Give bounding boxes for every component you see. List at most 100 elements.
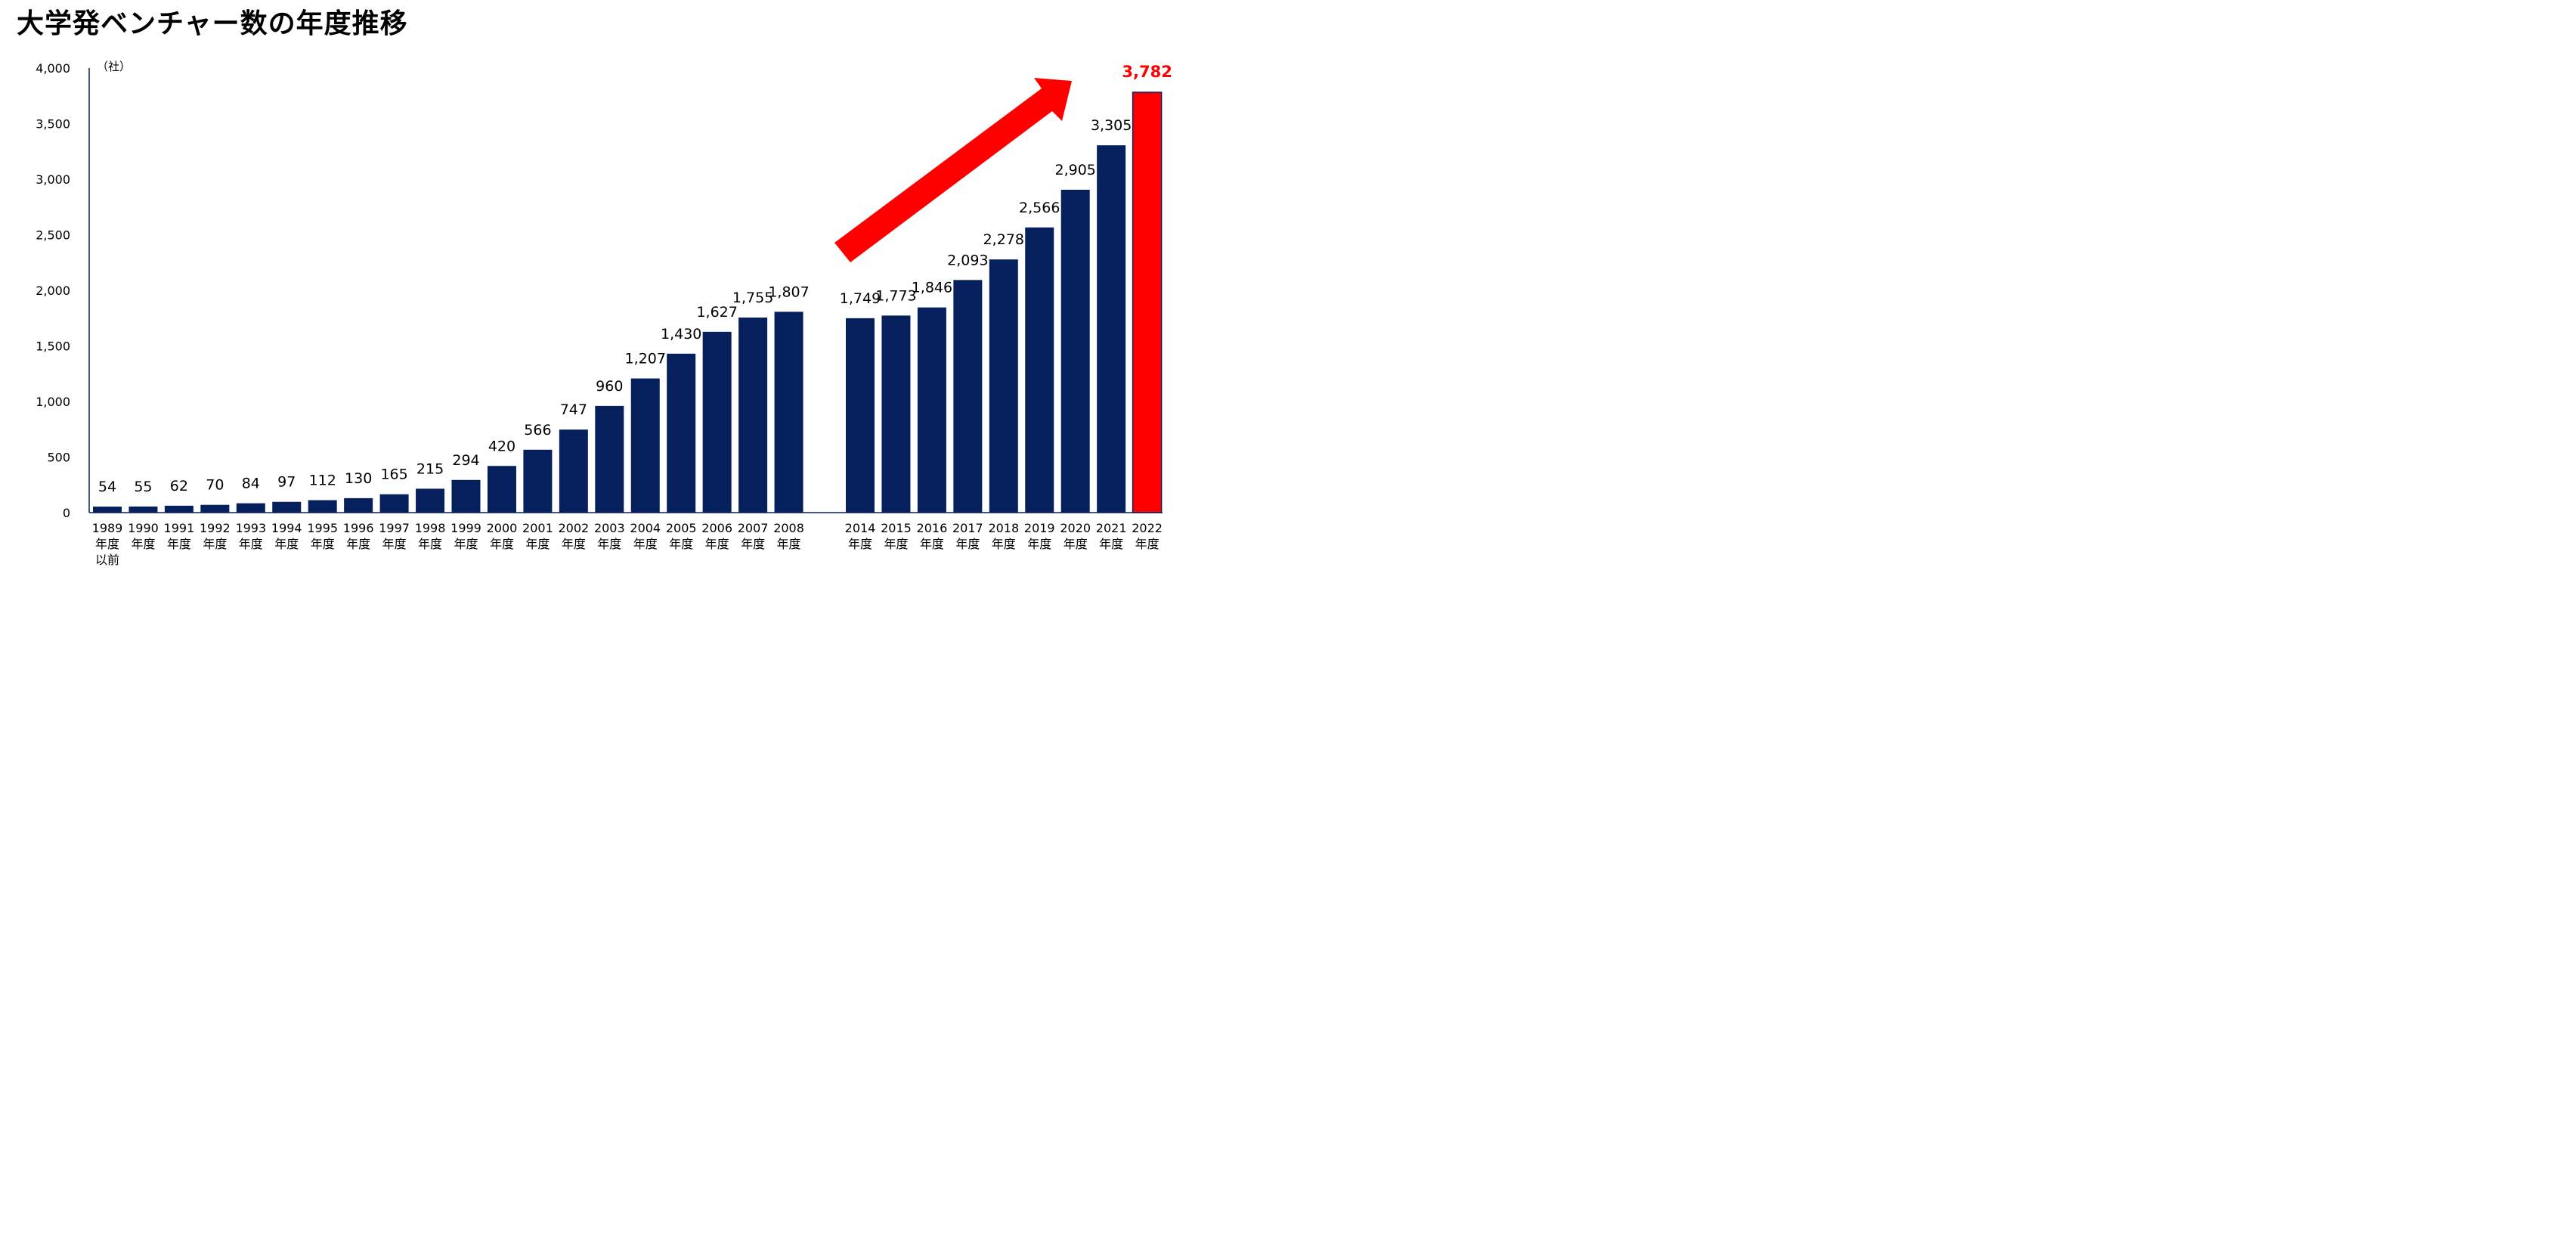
y-tick-label: 1,500 (36, 339, 70, 354)
bar (989, 259, 1018, 513)
value-label: 960 (596, 378, 623, 395)
x-tick-label: 2022 (1132, 521, 1163, 535)
bar (451, 479, 481, 513)
y-tick-label: 4,000 (36, 61, 70, 76)
x-tick-label: 1999 (450, 521, 481, 535)
trend-arrow (834, 78, 1072, 262)
value-label: 2,566 (1019, 200, 1060, 216)
x-tick-label: 年度 (955, 537, 980, 551)
value-label: 2,093 (947, 252, 988, 268)
x-tick-label: 年度 (633, 537, 658, 551)
x-tick-label: 2014 (845, 521, 876, 535)
value-label: 215 (416, 460, 444, 477)
bar (128, 506, 158, 513)
bar (379, 494, 409, 513)
x-tick-label: 2018 (988, 521, 1019, 535)
value-label: 566 (524, 422, 551, 439)
x-tick-label: 年度 (418, 537, 442, 551)
x-tick-label: 年度 (490, 537, 514, 551)
bar (1060, 189, 1090, 513)
x-tick-label: 1997 (379, 521, 410, 535)
x-tick-label: 2008 (773, 521, 804, 535)
x-tick-label: 年度 (382, 537, 407, 551)
bar (881, 315, 911, 513)
x-tick-label: 1989 (92, 521, 123, 535)
bar-chart: 05001,0001,5002,0002,5003,0003,5004,000 … (36, 60, 1172, 567)
value-label: 3,305 (1091, 117, 1132, 134)
value-label: 1,430 (661, 326, 701, 342)
value-labels: 54 55 62 70 84 97 112 130 165 2152944205667479601… (98, 63, 1172, 495)
bar (416, 488, 445, 513)
x-tick-label: 年度 (95, 537, 119, 551)
value-label: 420 (488, 438, 516, 454)
x-tick-label: 2007 (738, 521, 769, 535)
bar (630, 378, 660, 513)
y-tick-label: 2,500 (36, 228, 70, 243)
x-tick-label: 2000 (487, 521, 518, 535)
x-tick-label: 年度 (1099, 537, 1123, 551)
bar (487, 466, 516, 513)
bar (1097, 145, 1126, 513)
value-label: 62 (170, 478, 188, 494)
x-tick-label: 年度 (346, 537, 370, 551)
bar (236, 503, 265, 513)
x-tick-label: 1995 (307, 521, 338, 535)
value-label: 97 (277, 474, 296, 491)
x-tick-label: 年度 (239, 537, 263, 551)
bar (702, 331, 732, 513)
y-tick-label: 2,000 (36, 284, 70, 298)
bar (344, 497, 373, 513)
x-tick-label: 2019 (1024, 521, 1055, 535)
x-tick-label: 2003 (594, 521, 625, 535)
value-label: 130 (345, 470, 372, 487)
x-tick-label: 1998 (415, 521, 446, 535)
y-tick-label: 0 (63, 506, 70, 520)
x-tick-label: 年度 (669, 537, 693, 551)
x-tick-label: 1992 (200, 521, 231, 535)
y-unit-label: （社） (97, 60, 131, 73)
x-tick-label: 年度 (274, 537, 299, 551)
value-label: 2,905 (1054, 162, 1095, 178)
x-tick-label: 年度 (1027, 537, 1051, 551)
value-label: 1,749 (840, 290, 881, 307)
x-tick-label: 2017 (952, 521, 983, 535)
bar (774, 312, 803, 513)
value-label: 1,207 (625, 351, 666, 367)
bar (1132, 91, 1163, 513)
bar (667, 353, 696, 513)
value-label: 84 (242, 476, 260, 492)
value-label: 1,773 (875, 287, 916, 304)
bar (1025, 227, 1054, 513)
x-tick-label: 年度 (203, 537, 227, 551)
x-tick-label: 2006 (701, 521, 732, 535)
x-tick-label: 年度 (741, 537, 765, 551)
x-tick-label: 2001 (522, 521, 553, 535)
value-label: 3,782 (1122, 63, 1172, 81)
bar (272, 501, 302, 513)
value-label: 1,807 (768, 284, 809, 300)
x-tick-label: 年度 (705, 537, 729, 551)
x-tick-label: 年度 (992, 537, 1016, 551)
x-tick-label: 1991 (164, 521, 195, 535)
x-tick-label: 年度 (311, 537, 335, 551)
x-tick-label: 2005 (666, 521, 697, 535)
x-tick-label: 以前 (95, 553, 119, 567)
x-tick-label: 年度 (525, 537, 550, 551)
x-tick-label: 2016 (917, 521, 948, 535)
x-tick-label: 2020 (1060, 521, 1091, 535)
value-label: 70 (206, 477, 224, 494)
value-label: 1,755 (732, 290, 773, 306)
x-tick-label: 年度 (454, 537, 478, 551)
y-tick-label: 3,500 (36, 117, 70, 132)
bar (200, 504, 230, 513)
x-tick-label: 2021 (1096, 521, 1127, 535)
value-label: 112 (309, 473, 336, 489)
value-label: 1,846 (912, 280, 952, 296)
x-tick-label: 年度 (167, 537, 191, 551)
x-tick-label: 2002 (558, 521, 589, 535)
y-axis: 0 500 1,000 1,500 2,000 2,500 3,000 3,500 4,000 (36, 61, 1163, 520)
bar (559, 429, 588, 513)
value-label: 2,278 (983, 231, 1024, 248)
x-tick-label: 年度 (597, 537, 621, 551)
